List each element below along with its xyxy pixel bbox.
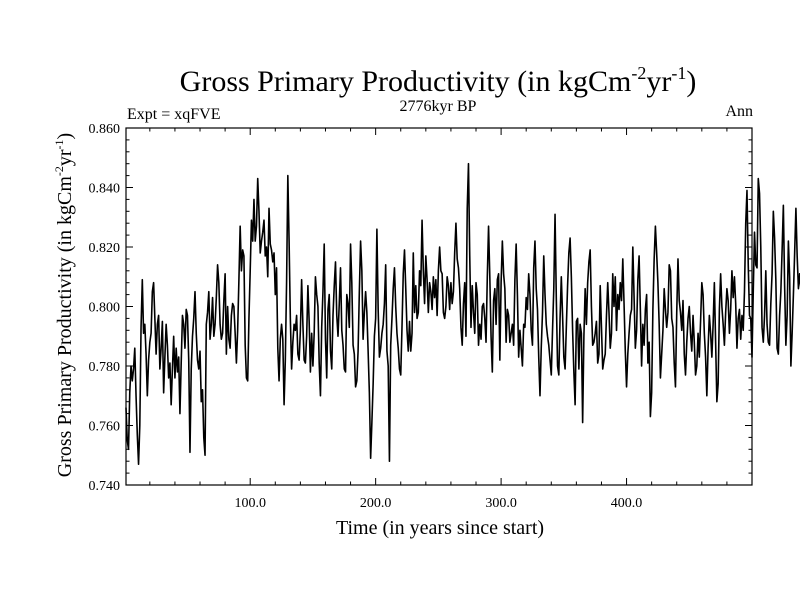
chart-title: Gross Primary Productivity (in kgCm-2yr-… bbox=[180, 63, 697, 98]
ylabel-sup1: -2 bbox=[52, 166, 66, 176]
title-end: ) bbox=[686, 65, 696, 98]
x-axis-label: Time (in years since start) bbox=[336, 517, 544, 539]
x-tick-label: 300.0 bbox=[485, 496, 517, 511]
axis-ticks bbox=[126, 127, 752, 486]
ylabel-end: ) bbox=[54, 133, 76, 140]
y-tick-label: 0.800 bbox=[89, 301, 121, 316]
ylabel-sup2: -1 bbox=[52, 139, 66, 149]
y-tick-label: 0.760 bbox=[89, 420, 121, 435]
x-tick-label: 400.0 bbox=[611, 496, 643, 511]
y-tick-label: 0.820 bbox=[89, 241, 121, 256]
y-tick-label: 0.840 bbox=[89, 182, 121, 197]
title-sup2: -1 bbox=[671, 63, 686, 83]
chart-subtitle: 2776kyr BP bbox=[400, 98, 477, 115]
y-tick-label: 0.780 bbox=[89, 360, 121, 375]
title-mid: yr bbox=[646, 65, 671, 98]
gpp-series-line bbox=[125, 162, 800, 465]
y-axis-label: Gross Primary Productivity (in kgCm-2yr-… bbox=[52, 133, 76, 477]
x-tick-label: 100.0 bbox=[234, 496, 266, 511]
y-tick-label: 0.740 bbox=[89, 479, 121, 494]
axis-tick-labels: 0.740 0.760 0.780 0.800 0.820 0.840 0.860 100.0… bbox=[89, 122, 643, 511]
y-tick-label: 0.860 bbox=[89, 122, 121, 137]
ylabel-main: Gross Primary Productivity (in kgCm bbox=[54, 176, 76, 478]
title-sup1: -2 bbox=[631, 63, 646, 83]
x-tick-label: 200.0 bbox=[360, 496, 392, 511]
experiment-label: Expt = xqFVE bbox=[127, 106, 220, 123]
title-main: Gross Primary Productivity (in kgCm bbox=[180, 65, 632, 98]
season-label: Ann bbox=[725, 103, 753, 120]
ylabel-mid: yr bbox=[54, 149, 76, 166]
